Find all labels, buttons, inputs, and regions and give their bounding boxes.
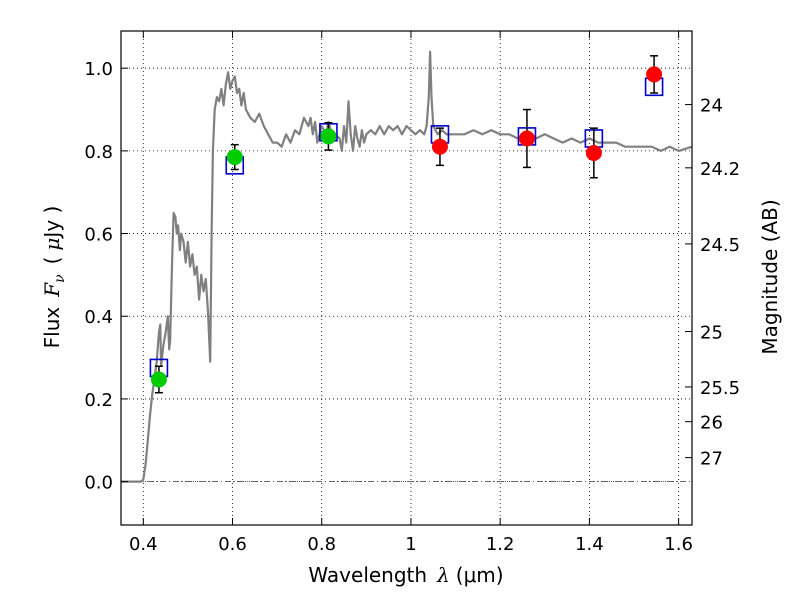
x-tick-label: 1.6 — [664, 534, 693, 555]
observed-point — [431, 138, 448, 155]
y-tick-label: 0.8 — [84, 142, 113, 163]
right-tick-label: 24 — [700, 96, 723, 117]
x-tick-label: 0.4 — [129, 534, 158, 555]
y-tick-label: 0.6 — [84, 225, 113, 246]
right-tick-label: 25 — [700, 323, 723, 344]
model-sed-line — [121, 50, 692, 483]
x-axis-label: Wavelength λ (μm) — [308, 563, 503, 587]
observed-point — [226, 149, 243, 166]
right-tick-label: 25.5 — [700, 378, 740, 399]
y-tick-label: 0.0 — [84, 473, 113, 494]
right-tick-label: 27 — [700, 449, 723, 470]
right-tick-label: 24.2 — [700, 159, 740, 180]
x-tick-label: 1 — [405, 534, 416, 555]
right-tick-label: 26 — [700, 413, 723, 434]
y-tick-label: 0.4 — [84, 307, 113, 328]
observed-point — [646, 66, 663, 83]
x-tick-label: 0.6 — [218, 534, 247, 555]
grid — [121, 31, 692, 525]
plot-frame — [120, 30, 693, 526]
observed-point — [150, 371, 167, 388]
x-tick-label: 1.2 — [486, 534, 515, 555]
x-tick-label: 1.4 — [575, 534, 604, 555]
observed-point — [518, 130, 535, 147]
y-tick-label: 0.2 — [84, 390, 113, 411]
y-tick-label: 1.0 — [84, 59, 113, 80]
observed-point — [320, 128, 337, 145]
axes — [120, 30, 693, 526]
observed-point — [585, 144, 602, 161]
x-tick-label: 0.8 — [307, 534, 336, 555]
right-axis-label: Magnitude (AB) — [758, 199, 782, 354]
y-axis-label: FluxFν(μJy ) — [40, 206, 68, 349]
ticks: 0.4 0.6 0.8 1 1.2 1.4 1.6 0.0 0.2 0.4 0.6 0.8 1.0 24 2… — [84, 31, 740, 555]
right-tick-label: 24.5 — [700, 235, 740, 256]
series-layer — [121, 50, 692, 483]
